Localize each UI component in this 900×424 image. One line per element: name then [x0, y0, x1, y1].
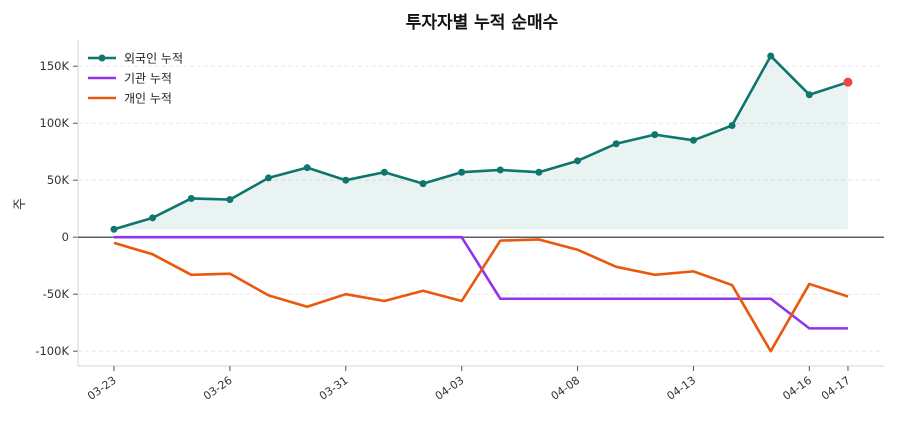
x-tick-label: 04-17 — [819, 374, 853, 403]
data-point — [419, 180, 427, 188]
data-point — [149, 214, 157, 222]
area-fill — [114, 55, 848, 230]
series-line — [114, 235, 848, 330]
data-point — [689, 136, 697, 144]
data-point — [574, 157, 582, 165]
x-tick-label: 04-03 — [433, 374, 467, 403]
x-tick-label: 03-23 — [85, 374, 119, 403]
data-point — [805, 91, 813, 99]
legend-marker — [98, 54, 106, 62]
y-tick-label: 50K — [47, 173, 70, 187]
data-point — [496, 166, 504, 174]
data-point — [767, 52, 775, 60]
y-tick-label: -100K — [35, 344, 69, 358]
series-line — [113, 54, 849, 231]
chart-title: 투자자별 누적 순매수 — [406, 13, 559, 33]
data-point — [458, 168, 466, 176]
legend-label: 외국인 누적 — [124, 52, 183, 66]
data-point — [728, 121, 736, 129]
y-tick-label: 0 — [62, 230, 69, 244]
x-tick-label: 03-31 — [317, 374, 351, 403]
legend-label: 개인 누적 — [124, 92, 172, 106]
y-axis-label: 주 — [13, 198, 28, 210]
last-point-marker — [843, 77, 853, 87]
data-point — [265, 174, 273, 182]
y-tick-label: -50K — [43, 287, 70, 301]
x-tick-label: 04-16 — [780, 374, 814, 403]
x-tick-label: 03-26 — [201, 374, 235, 403]
data-point — [612, 140, 620, 148]
data-point — [110, 225, 118, 233]
series-line — [113, 238, 849, 353]
data-point — [226, 196, 234, 204]
data-point — [651, 131, 659, 139]
data-point — [342, 176, 350, 184]
data-point — [187, 194, 195, 202]
data-point — [535, 168, 543, 176]
legend-label: 기관 누적 — [124, 72, 172, 86]
x-tick-label: 04-08 — [549, 374, 583, 403]
data-point — [303, 164, 311, 172]
y-tick-label: 100K — [40, 116, 70, 130]
x-tick-label: 04-13 — [665, 374, 699, 403]
data-point — [380, 168, 388, 176]
y-tick-label: 150K — [40, 59, 70, 73]
